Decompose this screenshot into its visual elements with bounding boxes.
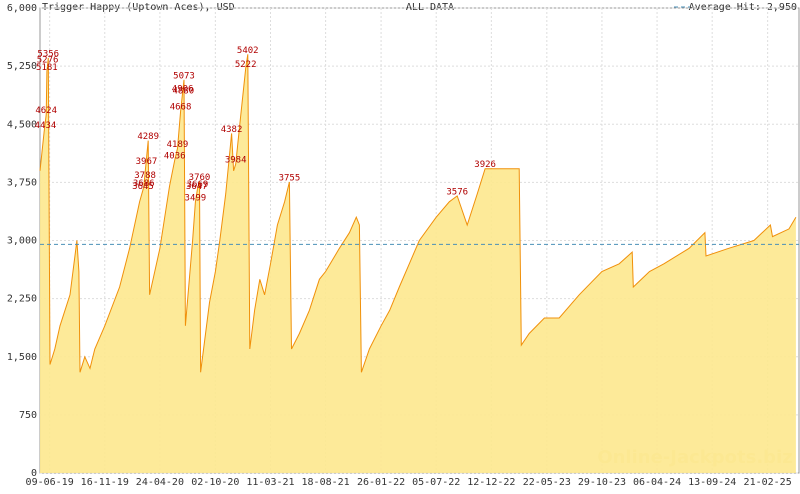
data-label: 5276 (37, 56, 59, 66)
data-label: 5402 (237, 46, 259, 56)
data-label: 4880 (172, 86, 194, 96)
y-tick-label: 3,000 (7, 236, 37, 247)
data-label: 3926 (474, 160, 496, 170)
data-label: 3576 (446, 187, 468, 197)
data-label: 3686 (133, 179, 155, 189)
data-label: 4036 (164, 152, 186, 162)
data-label: 5073 (173, 71, 195, 81)
x-tick-label: 26-01-22 (357, 477, 405, 488)
y-tick-label: 5,250 (7, 61, 37, 72)
x-tick-label: 09-06-19 (26, 477, 74, 488)
x-tick-label: 02-10-20 (191, 477, 239, 488)
area (40, 54, 796, 474)
data-label: 3967 (136, 157, 158, 167)
y-tick-label: 0 (31, 468, 37, 479)
x-tick-label: 18-08-21 (302, 477, 350, 488)
x-tick-label: 13-09-24 (688, 477, 736, 488)
chart-title: Trigger Happy (Uptown Aces), USD (42, 2, 235, 13)
x-tick-label: 16-11-19 (81, 477, 129, 488)
y-tick-label: 750 (19, 410, 37, 421)
data-label: 3499 (185, 193, 207, 203)
y-tick-label: 6,000 (7, 3, 37, 14)
x-tick-label: 21-02-25 (744, 477, 792, 488)
data-label: 3755 (279, 173, 301, 183)
x-tick-label: 12-12-22 (467, 477, 515, 488)
x-tick-label: 24-04-20 (136, 477, 184, 488)
data-label: 4289 (137, 132, 159, 142)
data-label: 3669 (187, 180, 209, 190)
x-tick-label: 29-10-23 (578, 477, 626, 488)
data-label: 4382 (221, 125, 243, 135)
y-tick-label: 4,500 (7, 119, 37, 130)
data-label: 5356 (37, 49, 59, 59)
data-label: 4434 (35, 121, 57, 131)
line (39, 54, 797, 373)
data-label: 5181 (36, 63, 58, 73)
data-label: 3645 (132, 182, 154, 192)
data-label: 4906 (172, 84, 194, 94)
data-label: 4668 (170, 103, 192, 113)
x-tick-label: 11-03-21 (246, 477, 294, 488)
x-tick-label: 05-07-22 (412, 477, 460, 488)
data-label: 4624 (35, 106, 57, 116)
data-label: 3647 (186, 182, 208, 192)
y-tick-label: 2,250 (7, 294, 37, 305)
y-tick-label: 1,500 (7, 352, 37, 363)
average-legend: Average Hit: 2,950 (689, 2, 797, 13)
data-label: 3760 (189, 173, 211, 183)
data-label: 3984 (225, 156, 247, 166)
data-label: 5222 (235, 60, 257, 70)
y-tick-label: 3,750 (7, 177, 37, 188)
data-label: 3788 (134, 171, 156, 181)
x-tick-label: 06-04-24 (633, 477, 681, 488)
data-label: 4189 (167, 140, 189, 150)
x-tick-label: 22-05-23 (523, 477, 571, 488)
